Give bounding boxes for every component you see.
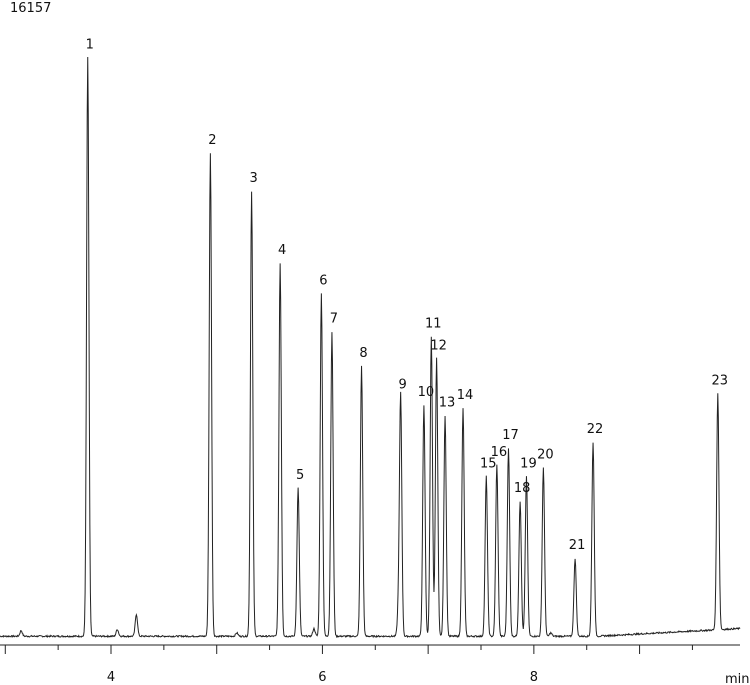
x-axis-label: min	[725, 672, 750, 685]
chromatogram-trace	[0, 57, 741, 639]
peak-label-10: 10	[418, 385, 435, 400]
peak-label-12: 12	[430, 338, 447, 353]
peak-label-15: 15	[480, 456, 497, 471]
peak-label-17: 17	[502, 428, 519, 443]
peak-label-22: 22	[587, 422, 604, 437]
x-tick-label-6: 6	[318, 670, 326, 685]
peak-label-11: 11	[425, 317, 442, 332]
peak-label-16: 16	[491, 445, 508, 460]
peak-label-7: 7	[330, 312, 338, 327]
peak-label-6: 6	[319, 274, 327, 289]
x-axis: 4 6 8	[0, 644, 740, 685]
peak-label-5: 5	[296, 468, 304, 483]
peak-label-23: 23	[712, 374, 729, 389]
peak-label-20: 20	[537, 448, 554, 463]
peak-label-19: 19	[520, 456, 537, 471]
chart-title: 16157	[10, 1, 51, 16]
peak-label-1: 1	[86, 38, 94, 53]
x-tick-label-4: 4	[107, 670, 115, 685]
peak-label-4: 4	[278, 243, 286, 258]
x-tick-label-8: 8	[530, 670, 538, 685]
peak-label-13: 13	[439, 395, 456, 410]
peak-label-8: 8	[359, 346, 367, 361]
peak-label-21: 21	[569, 538, 586, 553]
peak-label-9: 9	[399, 378, 407, 393]
peak-label-2: 2	[208, 133, 216, 148]
peak-label-14: 14	[457, 388, 474, 403]
peak-label-18: 18	[514, 481, 531, 496]
peak-label-3: 3	[249, 171, 257, 186]
